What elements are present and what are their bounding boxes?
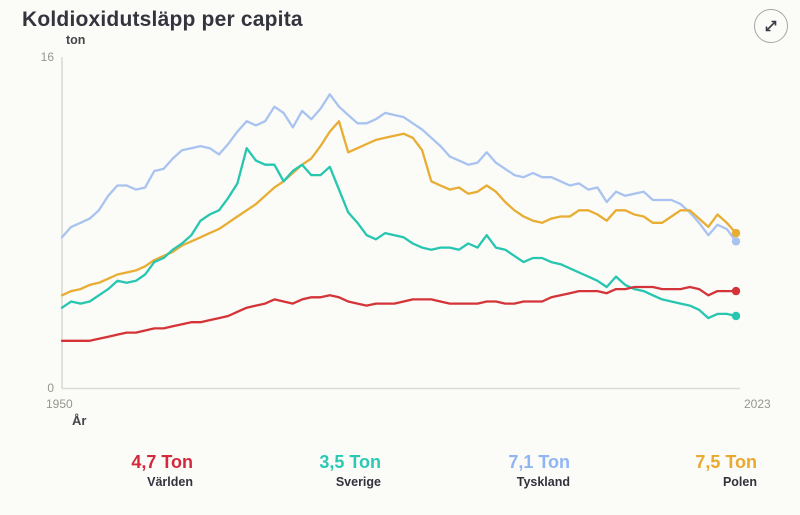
legend-item-varlden: 4,7 Ton Världen [43,452,193,489]
legend-label: Tyskland [516,475,570,489]
legend-value: 4,7 Ton [131,452,193,472]
legend-label: Polen [722,475,757,489]
expand-arrows-icon [763,18,779,34]
legend-item-sverige: 3,5 Ton Sverige [231,452,381,489]
legend-item-polen: 7,5 Ton Polen [607,452,757,489]
legend-label: Sverige [335,475,381,489]
x-axis-end-tick: 2023 [744,397,771,411]
expand-button[interactable] [754,9,788,43]
legend-value: 3,5 Ton [319,452,381,472]
x-axis-title: År [72,413,87,428]
y-axis-unit-label: ton [66,33,86,47]
page-title: Koldioxidutsläpp per capita [22,8,303,31]
y-axis-max-tick: 16 [40,50,54,64]
y-axis-min-tick: 0 [47,381,54,395]
legend-value: 7,5 Ton [695,452,757,472]
legend-value: 7,1 Ton [508,452,570,472]
legend-item-tyskland: 7,1 Ton Tyskland [420,452,570,489]
x-axis-start-tick: 1950 [46,397,73,411]
legend-label: Världen [147,475,193,489]
